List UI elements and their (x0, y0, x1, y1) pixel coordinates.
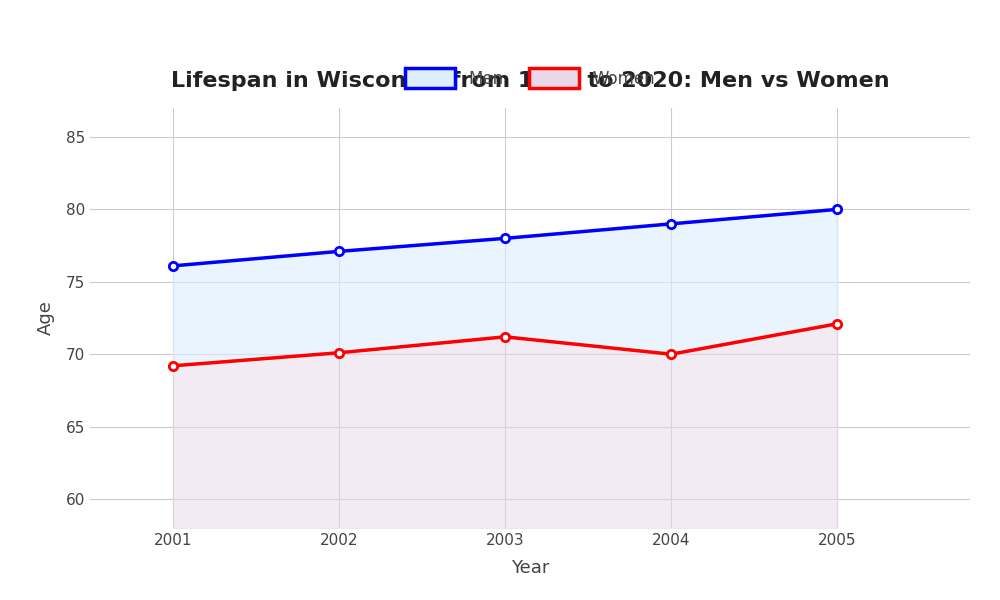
X-axis label: Year: Year (511, 559, 549, 577)
Title: Lifespan in Wisconsin from 1966 to 2020: Men vs Women: Lifespan in Wisconsin from 1966 to 2020:… (171, 71, 889, 91)
Y-axis label: Age: Age (37, 301, 55, 335)
Legend: Men, Women: Men, Women (399, 62, 661, 94)
